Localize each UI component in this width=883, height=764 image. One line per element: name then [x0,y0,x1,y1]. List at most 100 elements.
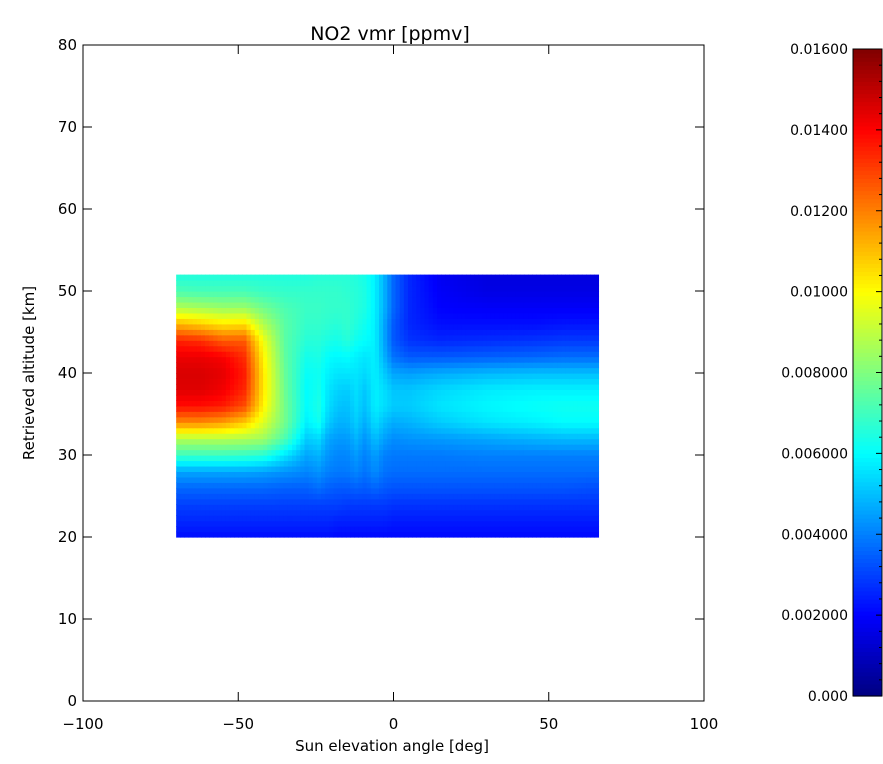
heatmap-cell [569,487,575,494]
heatmap-cell [515,383,521,390]
heatmap-cell [494,356,500,363]
heatmap-cell [292,416,297,423]
heatmap-cell [192,296,198,303]
colorbar-segment [853,489,882,495]
heatmap-cell [188,405,194,412]
heatmap-cell [548,504,554,511]
heatmap-cell [321,296,326,303]
heatmap-cell [412,280,417,287]
heatmap-cell [573,274,579,281]
heatmap-cell [557,504,562,511]
heatmap-cell [325,394,330,401]
heatmap-cell [379,438,384,445]
heatmap-cell [391,482,397,489]
heatmap-cell [345,460,351,467]
heatmap-cell [188,367,194,374]
heatmap-cell [557,274,562,281]
heatmap-cell [196,312,202,319]
colorbar-segment [853,574,882,580]
heatmap-cell [424,487,430,494]
heatmap-cell [428,329,434,336]
heatmap-cell [196,291,202,298]
heatmap-cell [387,438,393,445]
heatmap-cell [341,389,347,396]
heatmap-cell [337,471,343,478]
heatmap-cell [176,471,181,478]
heatmap-cell [387,345,393,352]
colorbar-gradient [853,49,882,697]
heatmap-cell [354,444,359,451]
heatmap-cell [403,444,409,451]
heatmap-cell [258,301,264,308]
heatmap-cell [292,389,297,396]
heatmap-cell [329,509,335,516]
heatmap-cell [494,378,500,385]
heatmap-cell [325,482,330,489]
heatmap-cell [523,438,529,445]
heatmap-cell [254,427,260,434]
heatmap-cell [354,389,359,396]
heatmap-cell [242,460,248,467]
heatmap-cell [407,389,413,396]
heatmap-cell [490,323,496,330]
heatmap-cell [258,345,264,352]
heatmap-cell [528,411,533,418]
heatmap-cell [238,323,243,330]
heatmap-cell [296,356,301,363]
heatmap-cell [196,296,202,303]
heatmap-cell [287,531,293,538]
heatmap-cell [461,340,467,347]
heatmap-cell [316,509,322,516]
heatmap-cell [482,444,488,451]
heatmap-cell [358,422,364,429]
heatmap-cell [569,340,575,347]
heatmap-cell [362,520,368,527]
heatmap-cell [399,334,405,341]
heatmap-cell [250,449,256,456]
heatmap-cell [188,362,194,369]
heatmap-cell [523,362,529,369]
heatmap-cell [258,487,264,494]
heatmap-cell [337,444,343,451]
heatmap-cell [552,531,558,538]
heatmap-cell [221,498,227,505]
heatmap-cell [321,498,326,505]
heatmap-cell [296,274,301,281]
heatmap-cell [217,482,223,489]
heatmap-cell [308,455,314,462]
heatmap-cell [561,504,566,511]
heatmap-cell [453,323,459,330]
heatmap-cell [486,307,492,314]
heatmap-cell [474,493,479,500]
heatmap-cell [532,378,537,385]
heatmap-cell [221,444,227,451]
heatmap-cell [329,487,335,494]
heatmap-cell [292,367,297,374]
heatmap-cell [581,531,587,538]
heatmap-cell [263,394,268,401]
heatmap-cell [263,301,268,308]
heatmap-cell [428,411,434,418]
heatmap-cell [192,373,198,380]
heatmap-cell [565,411,571,418]
heatmap-cell [548,515,554,522]
heatmap-cell [213,383,219,390]
heatmap-cell [200,345,206,352]
heatmap-cell [465,460,471,467]
heatmap-cell [428,351,434,358]
heatmap-cell [279,362,285,369]
heatmap-cell [494,416,500,423]
heatmap-cell [494,405,500,412]
heatmap-cell [403,422,409,429]
heatmap-cell [258,498,264,505]
heatmap-cell [453,493,459,500]
heatmap-cell [321,438,326,445]
heatmap-cell [457,433,463,440]
heatmap-cell [590,340,595,347]
heatmap-cell [366,520,372,527]
heatmap-cell [474,504,479,511]
heatmap-cell [490,280,496,287]
heatmap-cell [370,329,376,336]
heatmap-cell [196,509,202,516]
heatmap-cell [271,367,277,374]
